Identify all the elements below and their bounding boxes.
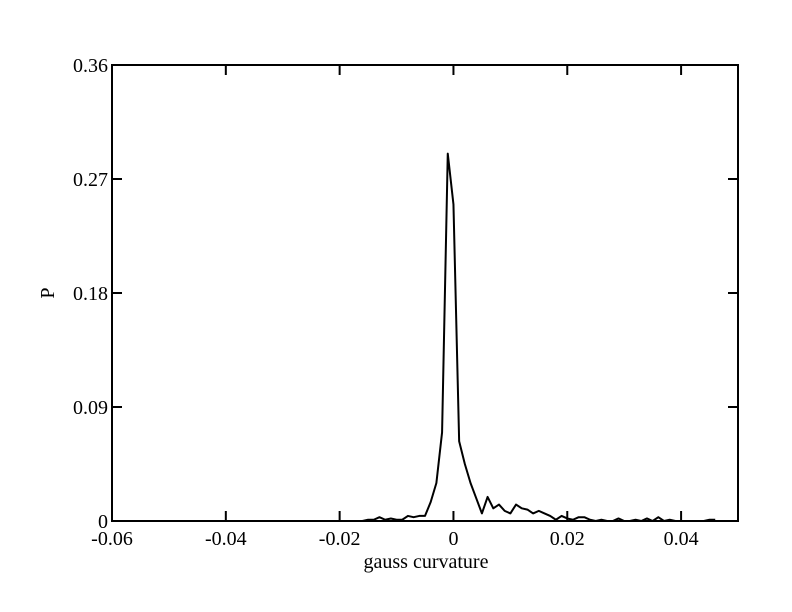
y-tick-label: 0.27 [73, 169, 108, 191]
y-tick-label: 0.36 [73, 55, 108, 77]
y-tick-label: 0 [98, 511, 108, 533]
y-tick-label: 0.18 [73, 283, 108, 305]
x-tick-label: -0.02 [319, 528, 361, 550]
y-axis-label: P [37, 287, 59, 298]
x-tick-label: 0.04 [664, 528, 699, 550]
y-tick-label: 0.09 [73, 397, 108, 419]
x-tick-label: 0 [448, 528, 458, 550]
x-axis-label: gauss curvature [364, 551, 489, 573]
x-tick-label: -0.06 [91, 528, 133, 550]
x-tick-label: -0.04 [205, 528, 247, 550]
x-tick-label: 0.02 [550, 528, 585, 550]
data-line [339, 152, 716, 522]
